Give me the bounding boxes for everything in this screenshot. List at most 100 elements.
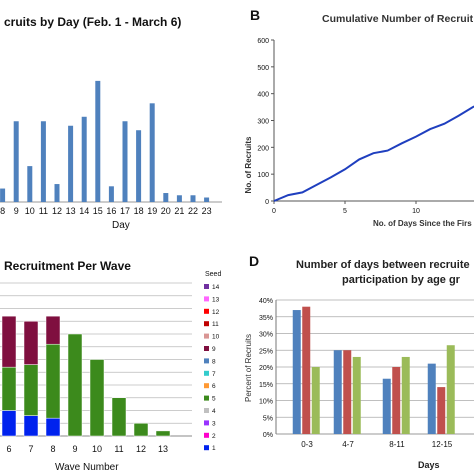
tick-label: 8 [0,206,5,216]
y-tick-label: 30% [259,332,273,339]
legend-swatch [204,308,209,314]
panel-a-x-label: Day [112,220,130,231]
y-tick-label: 600 [257,38,269,45]
bar [437,387,446,434]
panel-a-tick-labels: 7891011121314151617181920212223 [0,206,212,216]
bar [0,188,6,202]
legend-label: 8 [212,358,216,365]
panel-c-x-label: Wave Number [55,462,119,473]
y-tick-label: 500 [257,65,269,72]
legend-label: 2 [212,433,216,440]
bar [40,121,46,202]
y-tick-label: 20% [259,365,273,372]
panel-d-title-line1: Number of days between recruite [296,259,470,271]
y-tick-label: 25% [259,348,273,355]
bar [163,193,169,202]
panel-a: cruits by Day (Feb. 1 - March 6) 7891011… [0,15,222,231]
bar [176,195,182,202]
y-tick-label: 400 [257,92,269,99]
bar [190,195,196,202]
tick-label: 13 [66,206,76,216]
panel-b-y-label: No. of Recruits [244,136,253,193]
x-tick-label: 8-11 [389,440,405,449]
bar-segment [45,417,61,437]
panel-c-tick-labels: 5678910111213 [6,444,168,454]
bar [427,363,436,434]
bar [382,378,391,434]
bar [68,125,74,202]
y-tick-label: 10% [259,399,273,406]
tick-label: 17 [120,206,130,216]
tick-label: 10 [92,444,102,454]
panel-b-line [273,105,474,202]
bar-segment [67,333,83,437]
x-tick-label: 0-3 [301,440,313,449]
panel-d-x-label: Days [418,460,440,470]
legend-swatch [204,333,209,339]
legend-swatch [204,445,209,451]
bar-segment [45,315,61,345]
panel-a-title: cruits by Day (Feb. 1 - March 6) [4,15,181,29]
bar [54,184,60,202]
bar [292,310,301,434]
panel-c-title: Recruitment Per Wave [4,259,131,273]
legend-label: 1 [212,445,216,452]
bar [122,121,128,202]
legend-label: 14 [212,284,220,291]
tick-label: 18 [134,206,144,216]
bar-segment [111,397,127,437]
panel-b-letter: B [250,7,260,23]
tick-label: 15 [93,206,103,216]
tick-label: 12 [136,444,146,454]
panel-d-letter: D [249,253,259,269]
bar [343,350,352,434]
bar [392,367,401,434]
tick-label: 9 [72,444,77,454]
y-tick-label: 40% [259,298,273,305]
bar-segment [1,315,17,368]
panel-b-axes [271,39,474,204]
tick-label: 6 [6,444,11,454]
tick-label: 13 [158,444,168,454]
bar [13,121,19,202]
bar [204,197,210,202]
bar [311,367,320,434]
tick-label: 11 [114,444,123,454]
legend-swatch [204,370,209,376]
tick-label: 19 [147,206,157,216]
bar [302,306,311,434]
bar [108,186,114,202]
bar [352,356,361,434]
tick-label: 22 [188,206,198,216]
y-tick-label: 200 [257,145,269,152]
legend-swatch [204,284,209,289]
panel-b-tick-labels: 0 100 200 300 400 500 600 0 5 10 [257,38,420,215]
legend-swatch [204,395,209,401]
tick-label: 14 [79,206,89,216]
y-tick-label: 100 [257,172,269,179]
legend-swatch [204,346,209,351]
tick-label: 23 [202,206,212,216]
tick-label: 9 [14,206,19,216]
tick-label: 21 [174,206,184,216]
bar-segment [155,430,171,437]
legend-swatch [204,296,209,302]
legend-swatch [204,358,209,364]
x-tick-label: 4-7 [342,440,354,449]
legend-swatch [204,432,209,438]
bar-segment [1,366,17,411]
panel-c-legend: Seed 14 13 12 11 10 9 8 7 6 5 4 3 2 1 [204,271,221,452]
y-tick-label: 0% [263,432,273,439]
tick-label: 16 [106,206,116,216]
x-tick-label: 10 [412,208,420,215]
bar-segment [133,423,149,437]
panel-d-bars [292,306,455,434]
bar-segment [89,359,105,437]
legend-label: 13 [212,296,220,303]
panel-a-bars [0,80,210,202]
legend-swatch [204,383,209,389]
bar-segment [23,321,39,365]
x-tick-label: 5 [343,208,347,215]
bar [333,350,342,434]
